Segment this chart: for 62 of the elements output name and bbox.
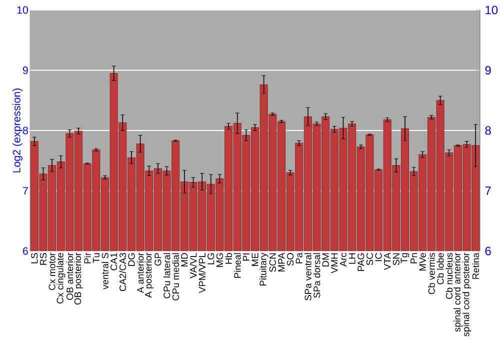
x-tick-label: Cb vermis xyxy=(428,252,435,294)
y2-tick-label: 9 xyxy=(485,66,491,75)
x-tick-label: IC xyxy=(375,252,382,262)
x-tick-label: MG xyxy=(216,253,224,267)
x-tick-label: Cx cingulate xyxy=(56,253,66,304)
y-tick-label: 10 xyxy=(17,6,28,14)
x-tick-label: ME xyxy=(252,253,258,266)
x-tick-label: Arc xyxy=(340,252,346,267)
x-tick-label: A anterior xyxy=(136,252,144,294)
x-tick-label: A posterior xyxy=(144,252,154,298)
x-tick-label: MPA xyxy=(278,252,285,272)
y-axis-title: Log2 (expression) xyxy=(12,88,22,172)
x-tick-label: Cx motor xyxy=(48,252,56,290)
x-tick-label: RS xyxy=(40,253,47,265)
x-tick-label: PAG xyxy=(358,253,364,271)
x-tick-label: ventral S xyxy=(102,253,108,290)
x-tick-label: spinal cord anterior xyxy=(454,252,462,332)
x-tick-label: Cb lobe xyxy=(436,253,444,284)
x-tick-label: VTA xyxy=(384,252,391,270)
x-tick-label: PI xyxy=(242,253,250,261)
x-tick-label: VMH xyxy=(331,253,338,274)
x-tick-label: CA1 xyxy=(110,253,118,270)
x-tick-label: LH xyxy=(348,253,356,264)
x-tick-label: SC xyxy=(366,252,374,266)
x-tick-label: Tu xyxy=(92,253,100,263)
x-tick-label: Pir xyxy=(84,252,91,264)
x-tick-label: SPa dorsal xyxy=(313,253,320,298)
x-tick-label: CA2/CA3 xyxy=(119,253,126,292)
y2-tick-label: 10 xyxy=(486,6,498,14)
y-tick-label: 7 xyxy=(23,187,28,194)
x-tick-label: Hb xyxy=(225,253,232,264)
x-tick-label: GP xyxy=(154,253,162,266)
y-tick-label: 6 xyxy=(23,247,28,255)
x-tick-label: spinal cord posterior xyxy=(462,252,472,336)
x-tick-label: CPu medial xyxy=(172,253,180,300)
x-tick-label: LG xyxy=(208,253,214,264)
x-tick-label: Pineal xyxy=(234,253,241,278)
x-tick-label: SCN xyxy=(269,253,276,272)
y2-tick-label: 6 xyxy=(485,246,491,256)
x-tick-label: OB anterior xyxy=(66,252,74,300)
x-tick-label: OB posterior xyxy=(74,252,83,305)
x-tick-label: SN xyxy=(392,253,400,266)
x-tick-label: CPu lateral xyxy=(163,253,170,298)
x-tick-label: DM xyxy=(322,253,329,266)
y-tick-label: 9 xyxy=(22,66,28,74)
x-tick-label: SPa ventral xyxy=(304,253,312,300)
x-tick-label: MD xyxy=(181,253,188,266)
y2-tick-label: 8 xyxy=(485,126,491,135)
x-tick-label: SO xyxy=(287,253,294,266)
x-tick-label: Retina xyxy=(472,252,480,279)
x-tick-label: DG xyxy=(128,253,135,266)
x-tick-label: MVe xyxy=(419,253,426,270)
y2-tick-label: 7 xyxy=(485,186,491,195)
x-tick-label: Tg xyxy=(400,253,410,264)
x-tick-label: LS xyxy=(31,253,38,264)
x-tick-label: VA/VL xyxy=(190,252,197,278)
x-tick-label: Pn xyxy=(410,253,418,264)
x-tick-label: VPM/VPL xyxy=(198,252,206,294)
x-tick-label: Pa xyxy=(296,252,302,264)
y-tick-label: 8 xyxy=(22,126,28,134)
x-tick-label: Cb nucleus xyxy=(446,252,453,299)
x-tick-label: Pituitary xyxy=(259,252,268,286)
